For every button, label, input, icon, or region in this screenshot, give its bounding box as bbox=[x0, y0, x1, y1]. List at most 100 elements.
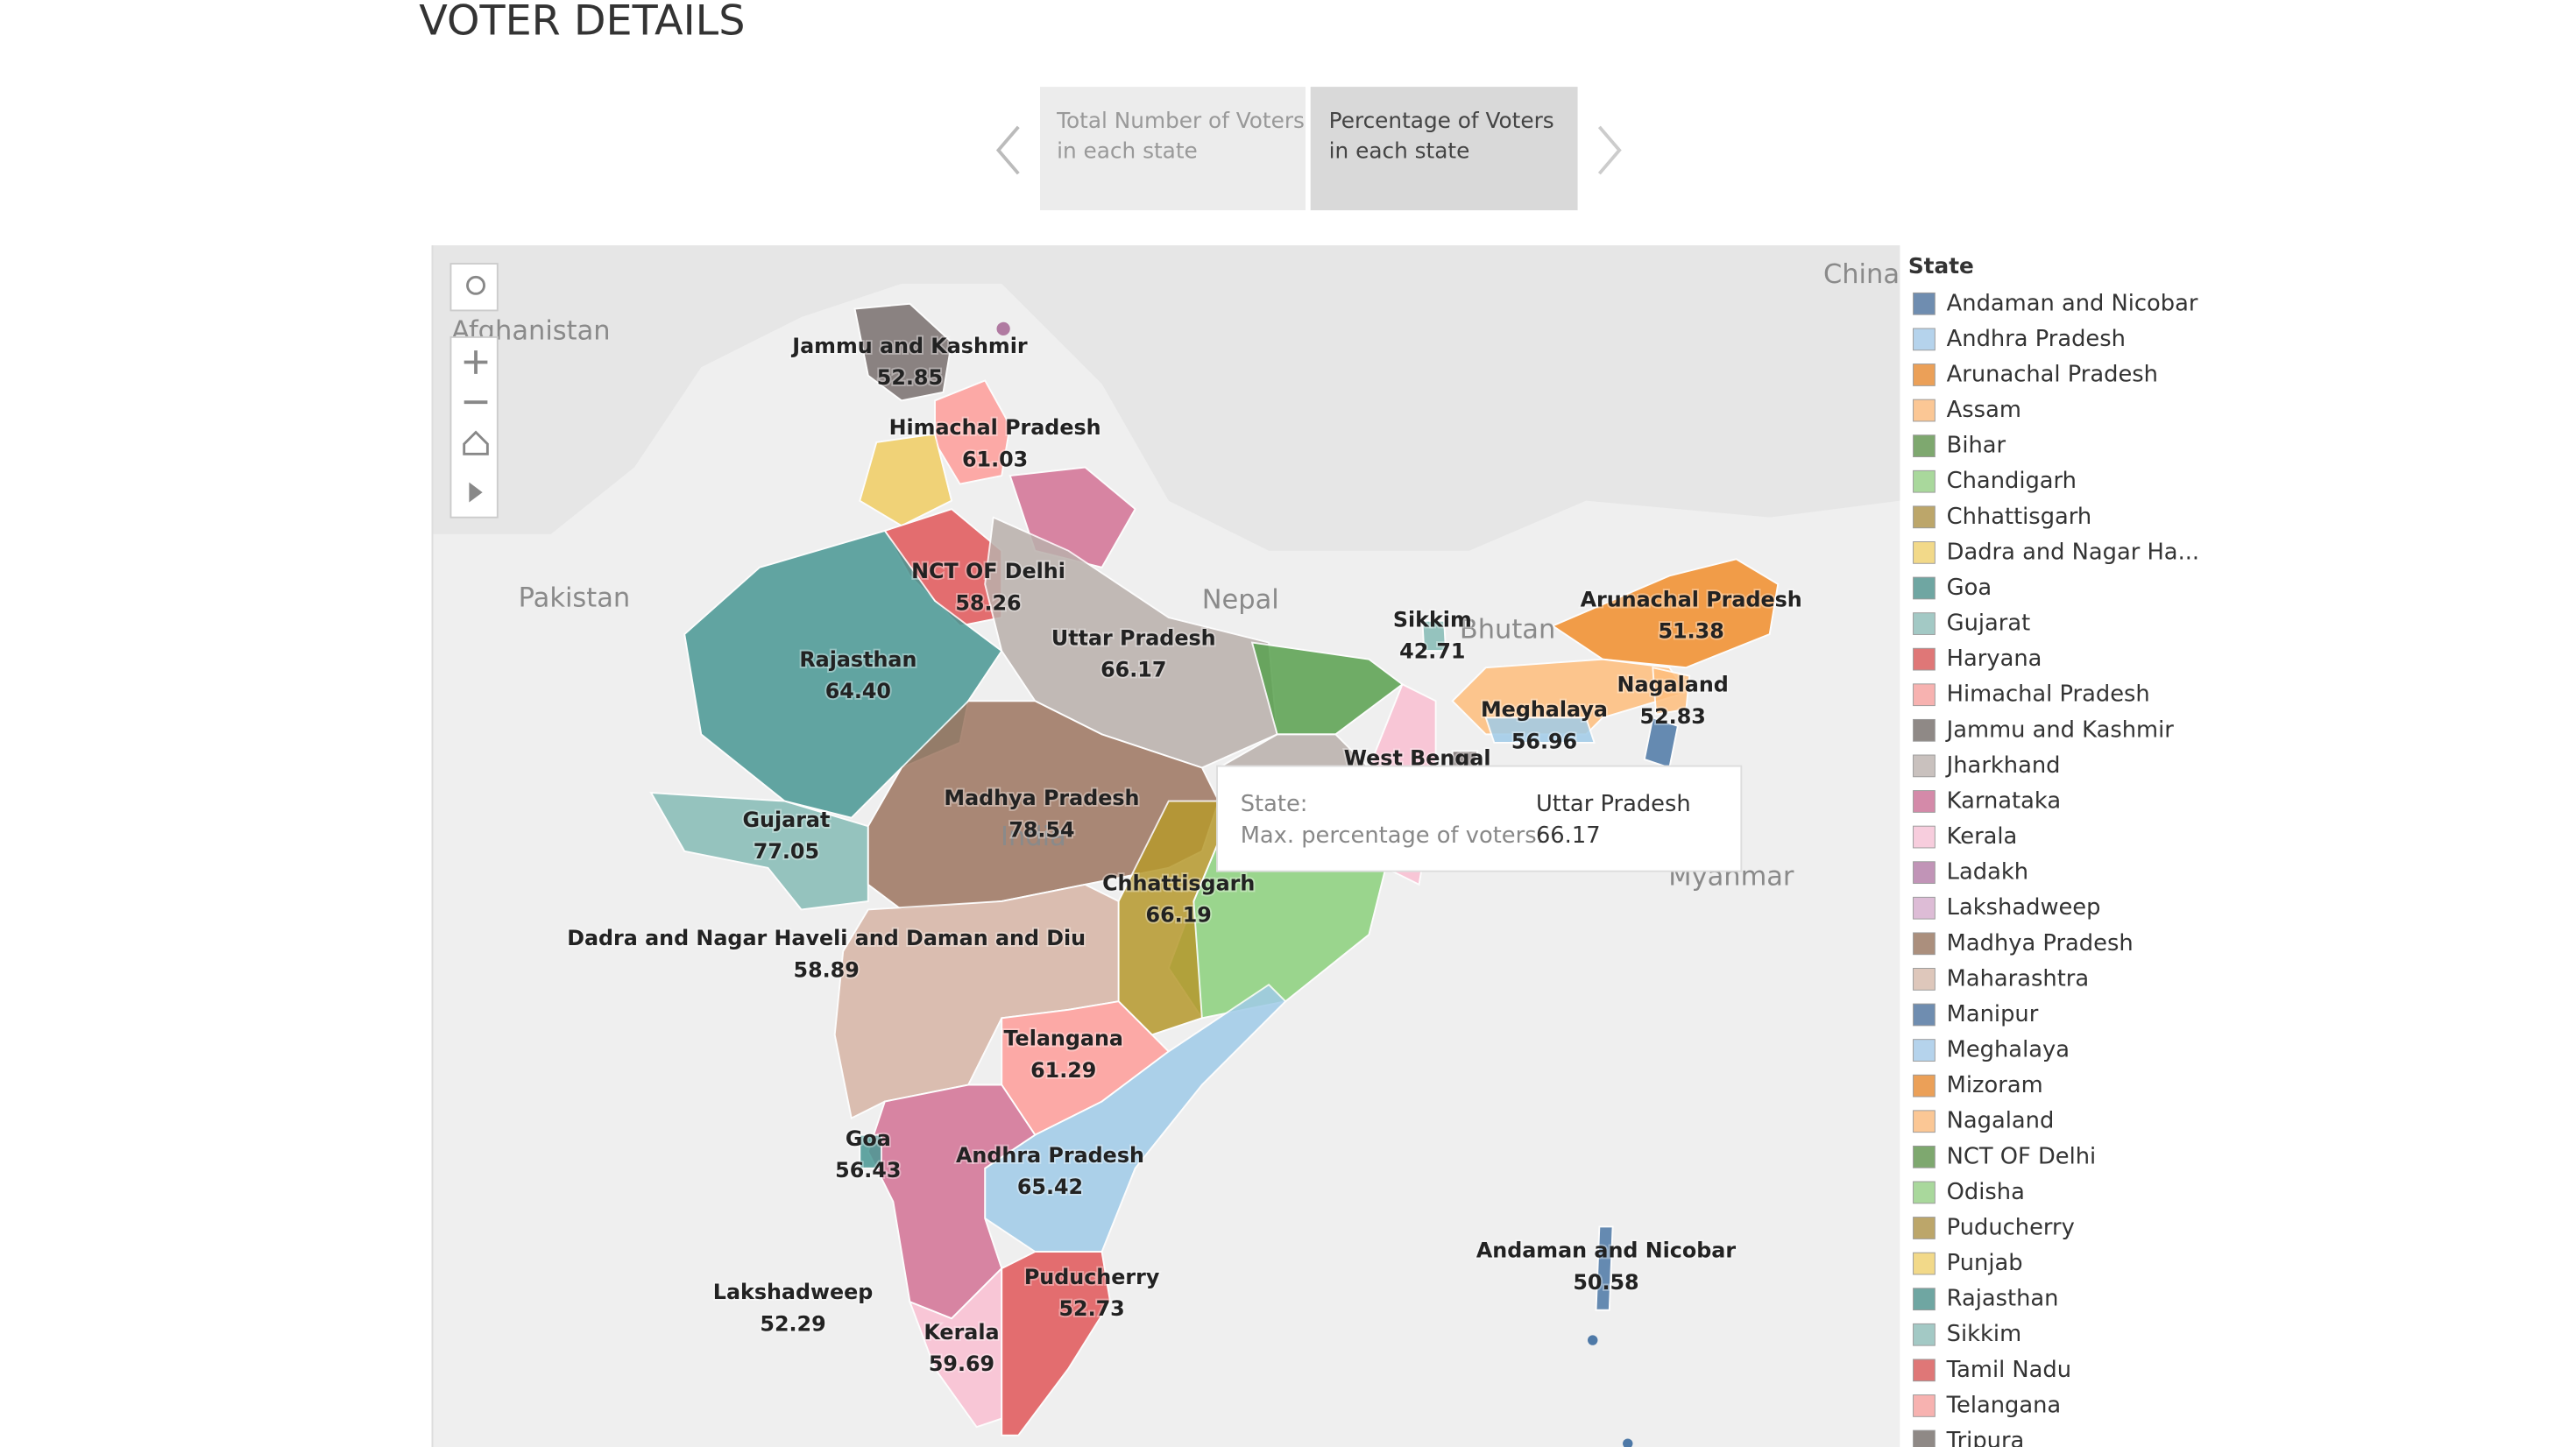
state-label: Nagaland bbox=[1617, 673, 1729, 697]
legend-swatch bbox=[1913, 1181, 1936, 1204]
legend-swatch bbox=[1913, 434, 1936, 457]
region[interactable] bbox=[859, 433, 953, 527]
state-value: 51.38 bbox=[1659, 619, 1724, 644]
region[interactable] bbox=[1623, 1438, 1633, 1447]
legend-label: Himachal Pradesh bbox=[1947, 681, 2150, 708]
legend-label: Andaman and Nicobar bbox=[1947, 290, 2198, 316]
legend-label: Nagaland bbox=[1947, 1108, 2055, 1134]
legend-label: Madhya Pradesh bbox=[1947, 930, 2134, 956]
legend-swatch bbox=[1913, 932, 1936, 956]
legend-label: Tamil Nadu bbox=[1946, 1357, 2071, 1383]
region[interactable] bbox=[649, 792, 869, 911]
story-point[interactable] bbox=[1040, 87, 1306, 211]
region[interactable] bbox=[996, 321, 1010, 335]
search-icon bbox=[466, 275, 485, 295]
region[interactable] bbox=[1652, 666, 1691, 716]
legend-swatch bbox=[1913, 292, 1936, 315]
legend-label: Maharashtra bbox=[1947, 965, 2089, 992]
region[interactable] bbox=[1588, 1335, 1598, 1345]
state-label: Kerala bbox=[924, 1320, 999, 1345]
legend-swatch bbox=[1913, 896, 1936, 920]
legend-label: Ladakh bbox=[1947, 859, 2028, 886]
state-label: Puducherry bbox=[1024, 1265, 1160, 1289]
state-value: 52.29 bbox=[760, 1311, 825, 1336]
story-point-active[interactable] bbox=[1310, 87, 1578, 211]
state-value: 52.73 bbox=[1058, 1296, 1124, 1321]
pan-toggle[interactable] bbox=[469, 482, 483, 503]
legend-swatch bbox=[1913, 1252, 1936, 1275]
legend-label: Gujarat bbox=[1947, 611, 2031, 637]
state-label: Meghalaya bbox=[1481, 697, 1608, 722]
legend-label: Andhra Pradesh bbox=[1947, 326, 2126, 352]
legend-label: NCT OF Delhi bbox=[1947, 1143, 2097, 1169]
state-value: 78.54 bbox=[1008, 817, 1074, 842]
legend-swatch bbox=[1913, 1429, 1936, 1447]
state-label: Telangana bbox=[1003, 1027, 1122, 1051]
region[interactable] bbox=[859, 1133, 882, 1169]
region[interactable] bbox=[1451, 658, 1688, 736]
legend-label: Odisha bbox=[1947, 1179, 2025, 1205]
region[interactable] bbox=[1484, 716, 1596, 744]
state-label: Jammu and Kashmir bbox=[790, 334, 1028, 358]
state-value: 77.05 bbox=[754, 839, 819, 864]
region[interactable] bbox=[1250, 641, 1405, 736]
legend-label: Chhattisgarh bbox=[1947, 504, 2092, 530]
legend-label: Manipur bbox=[1947, 1001, 2039, 1027]
state-value: 52.83 bbox=[1640, 704, 1706, 729]
legend-swatch bbox=[1913, 1003, 1936, 1027]
legend-swatch bbox=[1913, 364, 1936, 386]
next-arrow[interactable] bbox=[1597, 125, 1622, 175]
home[interactable] bbox=[463, 430, 489, 455]
state-value: 52.85 bbox=[877, 365, 943, 390]
tooltip bbox=[1216, 765, 1743, 872]
prev-arrow[interactable] bbox=[995, 125, 1020, 175]
legend-swatch bbox=[1913, 718, 1936, 742]
region[interactable] bbox=[1001, 1251, 1112, 1436]
region[interactable] bbox=[1595, 1225, 1614, 1311]
state-label: Rajasthan bbox=[799, 647, 916, 672]
legend-label: Telangana bbox=[1946, 1392, 2062, 1418]
legend-label: Puducherry bbox=[1947, 1214, 2075, 1240]
legend-swatch bbox=[1913, 1359, 1936, 1382]
legend-label: Tripura bbox=[1946, 1428, 2025, 1447]
state-label: Sikkim bbox=[1393, 607, 1472, 632]
state-value: 56.96 bbox=[1511, 729, 1577, 753]
state-label: Madhya Pradesh bbox=[944, 786, 1139, 810]
legend-swatch bbox=[1913, 790, 1936, 813]
legend-title: State bbox=[1908, 253, 1974, 279]
legend-swatch bbox=[1913, 1217, 1936, 1239]
legend-label: Kerala bbox=[1947, 823, 2018, 850]
region[interactable] bbox=[867, 1083, 1037, 1320]
zoom-in[interactable] bbox=[464, 350, 488, 374]
legend-swatch bbox=[1913, 1323, 1936, 1346]
state-value: 66.17 bbox=[1100, 657, 1166, 681]
land bbox=[432, 245, 1900, 551]
state-value: 64.40 bbox=[825, 679, 891, 703]
legend-swatch bbox=[1913, 612, 1936, 635]
region[interactable] bbox=[853, 302, 953, 402]
state-value: 66.19 bbox=[1146, 903, 1212, 928]
legend-swatch bbox=[1913, 683, 1936, 707]
story-point-label: Percentage of Voters in each state bbox=[1329, 108, 1554, 163]
state-value: 61.29 bbox=[1030, 1058, 1096, 1083]
region[interactable] bbox=[1421, 619, 1447, 653]
state-label: Andaman and Nicobar bbox=[1476, 1239, 1736, 1263]
legend-swatch bbox=[1913, 541, 1936, 564]
country-label: China bbox=[1823, 259, 1900, 290]
legend-swatch bbox=[1913, 1288, 1936, 1311]
state-label: Goa bbox=[846, 1126, 891, 1151]
state-value: 58.26 bbox=[955, 590, 1021, 615]
state-label: NCT OF Delhi bbox=[911, 559, 1065, 583]
country-label: India bbox=[1001, 822, 1066, 852]
legend-swatch bbox=[1913, 647, 1936, 671]
legend-swatch bbox=[1913, 968, 1936, 991]
legend-swatch bbox=[1913, 469, 1936, 493]
legend-swatch bbox=[1913, 825, 1936, 849]
legend-label: Punjab bbox=[1947, 1250, 2023, 1276]
search-button[interactable] bbox=[449, 263, 499, 312]
legend-label: Sikkim bbox=[1947, 1321, 2021, 1347]
legend-swatch bbox=[1913, 1110, 1936, 1133]
legend: Andaman and Nicobar Andhra Pradesh Arunach… bbox=[1913, 290, 2199, 1447]
legend-swatch bbox=[1913, 328, 1936, 351]
